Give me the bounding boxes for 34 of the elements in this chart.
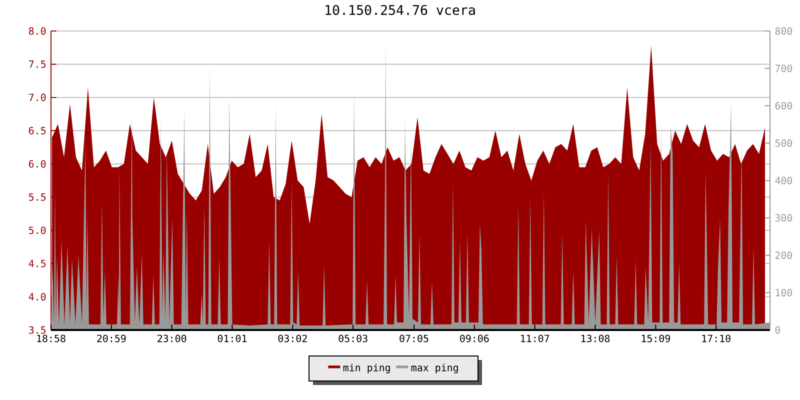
y-tick-label: 7.5: [28, 60, 46, 68]
legend-label: max ping: [411, 364, 458, 374]
x-tick-label: 09:06: [460, 334, 489, 342]
legend-label: min ping: [343, 364, 390, 374]
y-tick-label: 4.5: [28, 260, 46, 268]
y2-tick-label: 500: [775, 139, 792, 147]
y2-tick-label: 700: [775, 64, 792, 72]
x-tick-label: 13:08: [581, 334, 610, 342]
y2-tick-label: 800: [775, 27, 792, 35]
x-tick-label: 11:07: [521, 334, 550, 342]
y-tick-label: 6.5: [28, 126, 46, 134]
y-tick-label: 7.0: [28, 94, 46, 102]
x-tick-label: 17:10: [702, 334, 730, 342]
chart-title: 10.150.254.76 vcera: [326, 4, 475, 16]
x-tick-label: 03:02: [278, 334, 307, 342]
x-tick-label: 15:09: [642, 334, 670, 342]
y2-tick-label: 100: [776, 288, 792, 296]
y2-tick-label: 600: [775, 102, 792, 110]
y2-tick-label: 400: [775, 176, 792, 184]
y2-tick-label: 300: [775, 214, 792, 222]
x-tick-label: 20:59: [97, 334, 126, 342]
y-tick-label: 5.0: [29, 226, 46, 234]
y2-tick-label: 200: [775, 251, 792, 260]
y2-tick-label: 0: [775, 326, 780, 334]
x-tick-label: 23:00: [158, 334, 186, 342]
y-tick-label: 8.0: [28, 27, 46, 35]
x-tick-label: 01:01: [218, 334, 247, 342]
y-tick-label: 3.5: [28, 326, 46, 334]
y-tick-label: 4.0: [28, 293, 46, 301]
x-tick-label: 18:58: [37, 334, 66, 342]
x-tick-label: 05:03: [338, 334, 368, 342]
y-tick-label: 6.0: [28, 160, 46, 168]
x-tick-label: 07:05: [400, 334, 428, 342]
y-tick-label: 5.5: [29, 193, 46, 201]
